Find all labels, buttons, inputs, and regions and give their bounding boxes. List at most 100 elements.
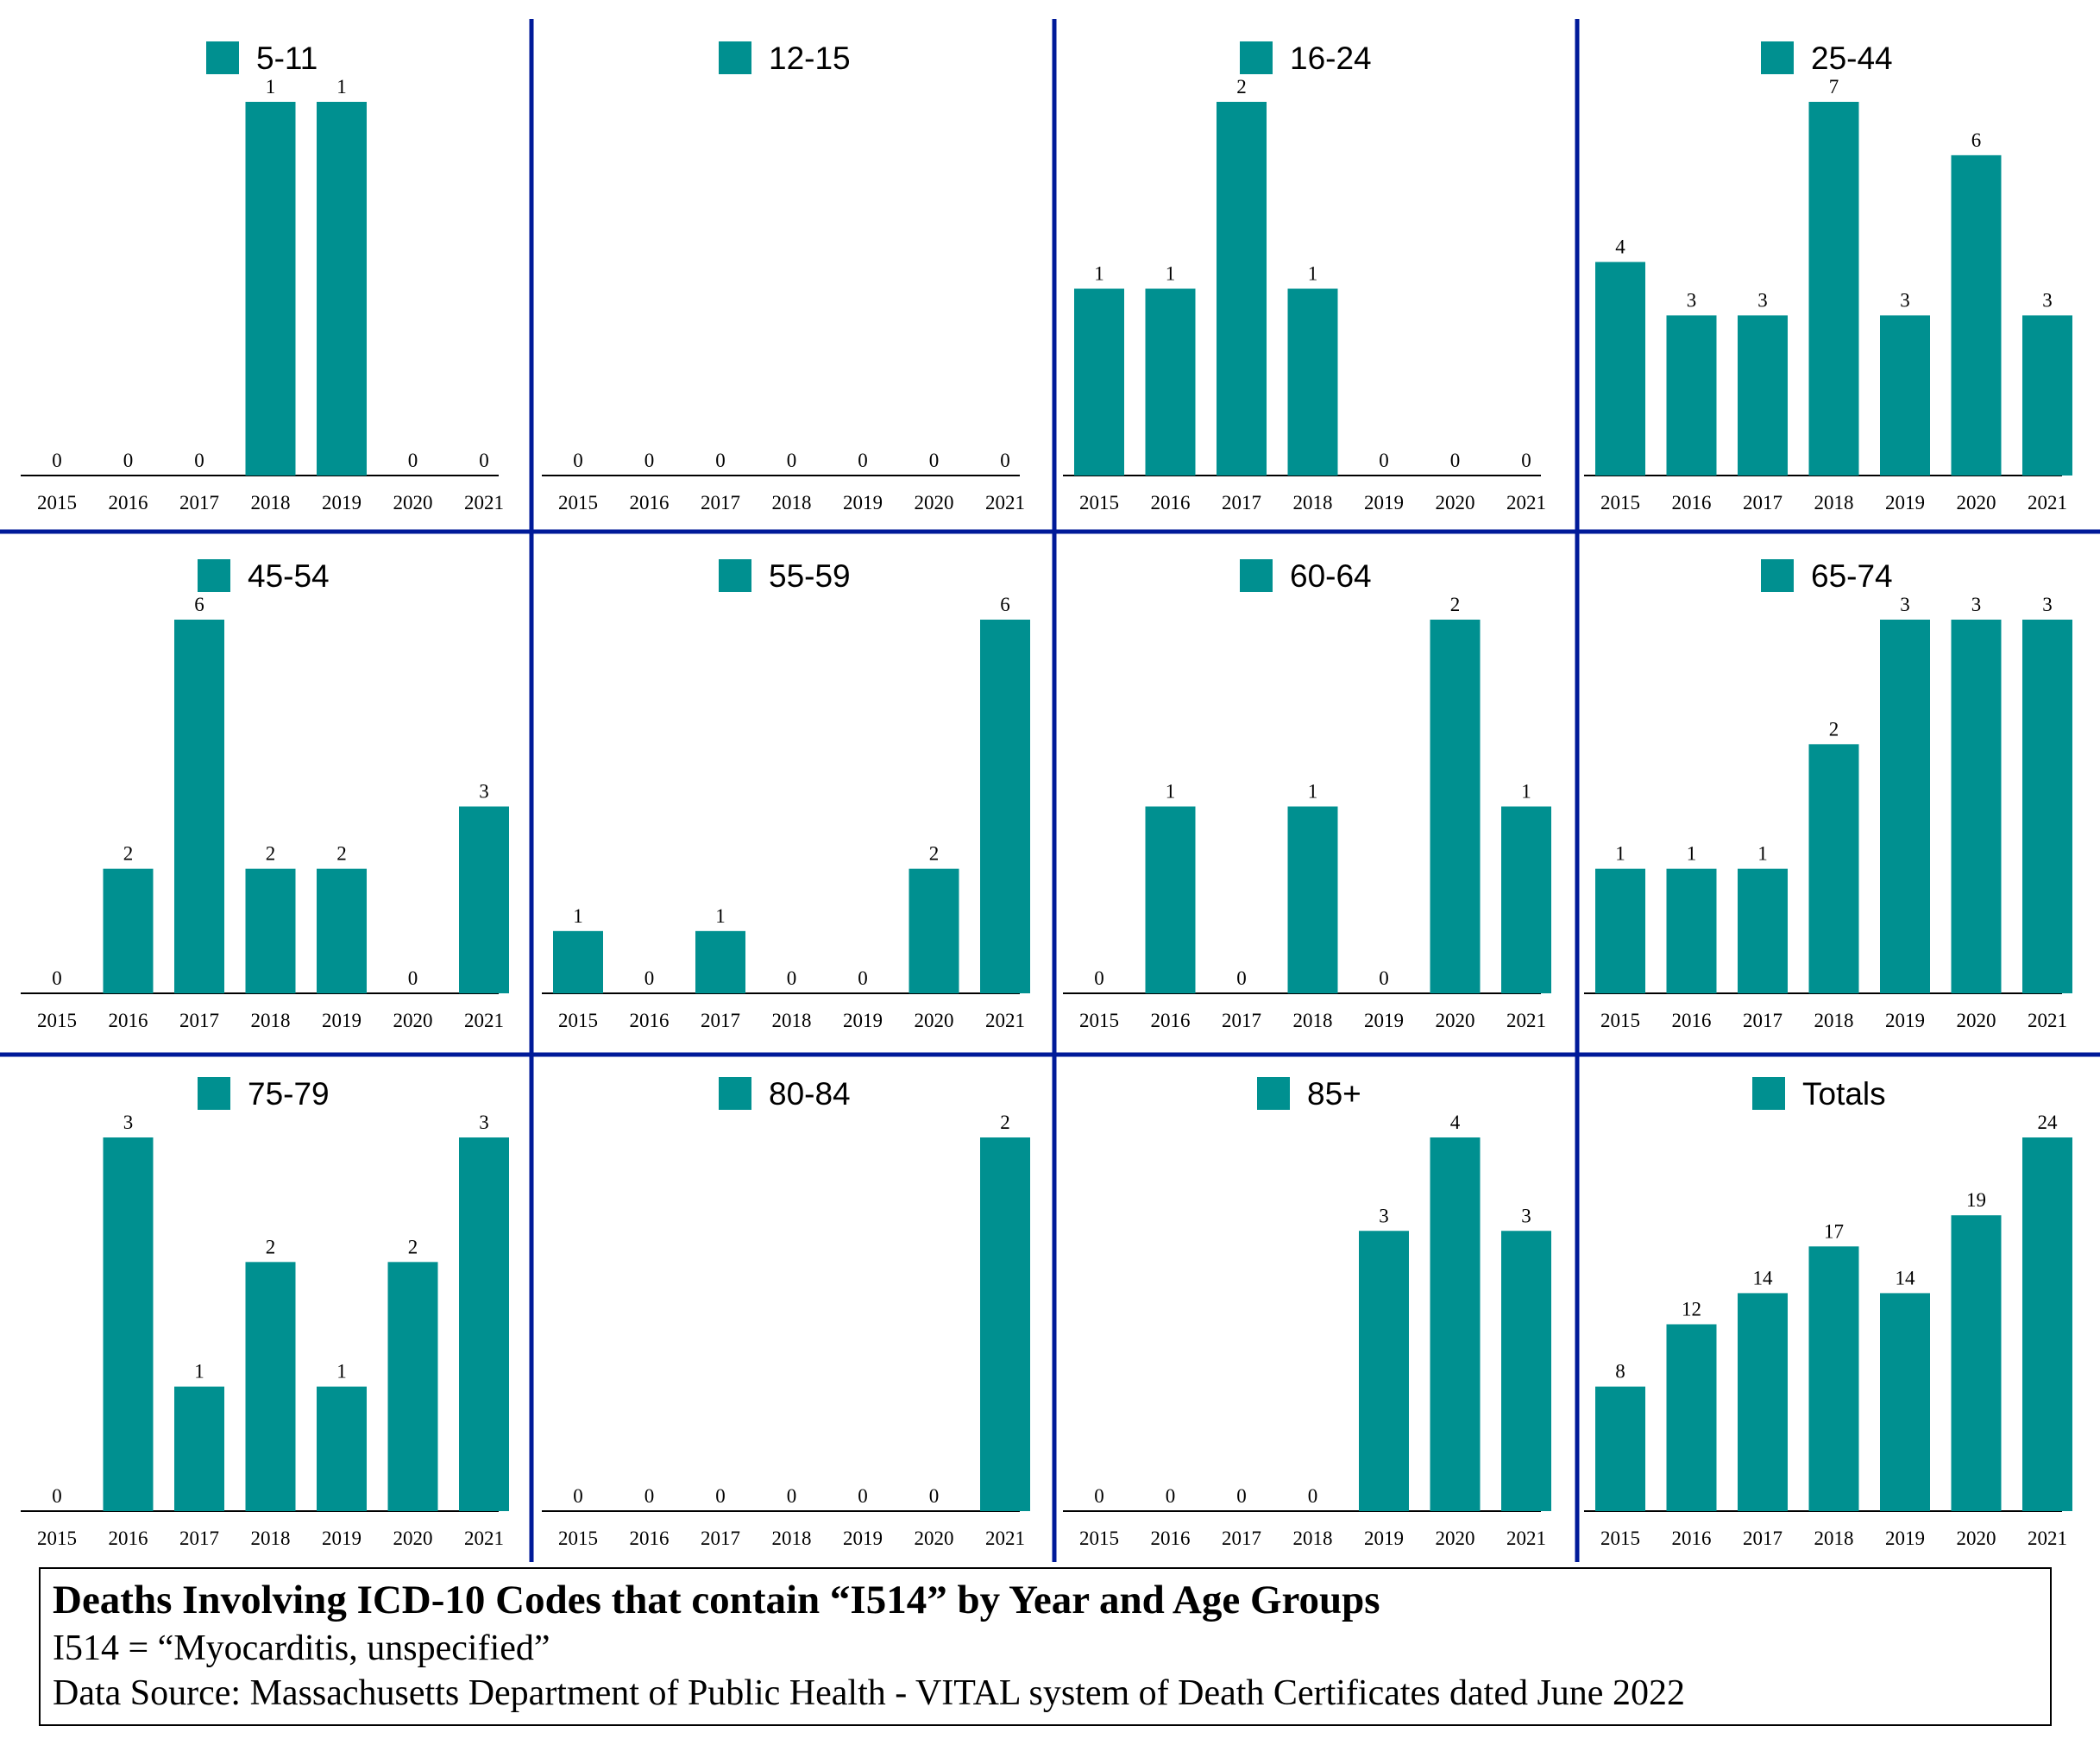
legend: 65-74 [1761,558,1893,594]
data-label: 0 [1000,450,1010,471]
bar [1595,261,1645,476]
bar [1287,288,1338,476]
x-tick-label: 2015 [1600,1528,1640,1549]
data-label: 0 [858,967,868,989]
data-label: 0 [1094,1485,1104,1507]
bar [1501,1231,1551,1511]
data-label: 2 [1236,76,1247,98]
x-tick-label: 2021 [985,1528,1025,1549]
bar [387,1262,438,1511]
x-tick-label: 2017 [1743,1528,1782,1549]
x-tick-label: 2018 [1814,1010,1854,1031]
data-label: 1 [194,1361,204,1383]
bar [317,1386,367,1511]
bar [909,868,959,993]
x-tick-label: 2016 [109,1010,148,1031]
bar [695,930,745,993]
data-label: 0 [52,450,62,471]
x-tick-label: 2015 [558,1528,598,1549]
bar [174,620,224,993]
x-tick-label: 2018 [251,1528,291,1549]
x-tick-label: 2021 [464,492,504,513]
caption-box: Deaths Involving ICD-10 Codes that conta… [39,1567,2052,1726]
bar [1359,1231,1409,1511]
x-tick-label: 2021 [1506,1528,1546,1549]
data-label: 3 [2042,289,2053,311]
legend-swatch [719,41,751,74]
x-tick-label: 2018 [772,1528,812,1549]
legend-label: 85+ [1307,1076,1361,1112]
data-label: 3 [479,1112,489,1133]
x-tick-label: 2018 [251,492,291,513]
bar [1951,154,2002,476]
chart-panel-5-11: 5-11 0 2015 0 2016 0 2017 1 2018 1 2019 0 2020 0 2021 [21,41,504,513]
legend-label: 80-84 [769,1076,851,1112]
x-tick-label: 2018 [1293,1010,1333,1031]
bar [1808,1246,1859,1511]
data-label: 0 [1308,1485,1318,1507]
x-tick-label: 2015 [1600,1010,1640,1031]
data-label: 1 [336,76,347,98]
data-label: 2 [1450,594,1461,615]
bar [1808,102,1859,476]
data-label: 0 [858,1485,868,1507]
data-label: 24 [2038,1112,2059,1133]
bar [553,930,603,993]
chart-panel-80-84: 80-84 0 2015 0 2016 0 2017 0 2018 0 2019 0 2020 2 2021 [542,1076,1030,1549]
data-label: 1 [336,1361,347,1383]
data-label: 0 [573,450,583,471]
bar [2022,620,2072,993]
x-tick-label: 2018 [251,1010,291,1031]
data-label: 3 [1900,594,1910,615]
x-tick-label: 2020 [915,1528,954,1549]
x-tick-label: 2019 [843,1528,883,1549]
bar [1217,102,1267,476]
x-tick-label: 2018 [1814,492,1854,513]
bar [1808,744,1859,993]
x-tick-label: 2019 [1364,492,1404,513]
bar [1951,1215,2002,1511]
x-tick-label: 2018 [1293,1528,1333,1549]
x-tick-label: 2016 [1151,1010,1191,1031]
data-label: 0 [644,967,655,989]
x-tick-label: 2020 [1957,1528,1996,1549]
data-label: 0 [929,1485,940,1507]
x-tick-label: 2018 [772,1010,812,1031]
x-tick-label: 2017 [179,492,219,513]
legend-label: 75-79 [248,1076,330,1112]
x-tick-label: 2020 [915,1010,954,1031]
data-label: 2 [266,843,276,865]
data-label: 2 [123,843,134,865]
x-tick-label: 2020 [1957,492,1996,513]
legend: 75-79 [198,1076,330,1112]
data-label: 12 [1682,1299,1701,1320]
bar [1501,806,1551,993]
legend: 12-15 [719,41,851,76]
data-label: 0 [1236,967,1247,989]
data-label: 14 [1753,1267,1774,1288]
legend-swatch [1761,41,1794,74]
bar [459,806,509,993]
x-tick-label: 2015 [558,1010,598,1031]
legend-swatch [1240,41,1273,74]
bar [1738,868,1788,993]
x-tick-label: 2020 [1436,1528,1475,1549]
legend-swatch [198,1077,230,1110]
bar [1951,620,2002,993]
data-label: 0 [787,1485,797,1507]
data-label: 3 [1521,1205,1531,1226]
data-label: 0 [644,1485,655,1507]
x-tick-label: 2020 [1436,492,1475,513]
legend: 85+ [1257,1076,1361,1112]
data-label: 3 [1379,1205,1389,1226]
legend-swatch [1240,559,1273,592]
bar [103,1137,154,1511]
x-tick-label: 2015 [558,492,598,513]
data-label: 0 [52,1485,62,1507]
x-tick-label: 2017 [1222,1010,1261,1031]
chart-panel-25-44: 25-44 4 2015 3 2016 3 2017 7 2018 3 2019 6 2020 3 2021 [1584,41,2072,513]
bar [317,868,367,993]
x-tick-label: 2017 [1222,492,1261,513]
legend-label: 5-11 [256,41,318,76]
legend-swatch [1257,1077,1290,1110]
